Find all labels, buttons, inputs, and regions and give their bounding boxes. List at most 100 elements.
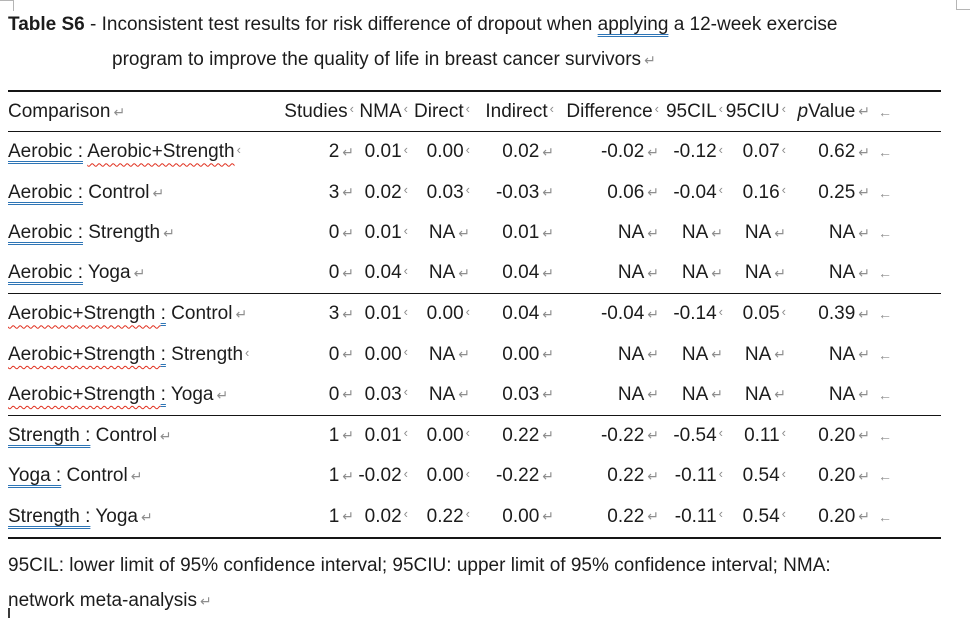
return-mark-icon: ↵ (342, 386, 354, 403)
value-cell: 3 ↵ (286, 182, 354, 204)
value-cell: NA ↵ (659, 344, 723, 366)
value-text: 0.03 (426, 181, 464, 203)
value-text: 0.39 (818, 303, 856, 325)
row-end-cell: ← (870, 344, 941, 366)
comparison-text: Control (165, 303, 233, 325)
return-mark-icon: ↵ (711, 264, 723, 281)
value-cell: 2 ↵ (286, 141, 354, 163)
tab-mark-icon: ‹ (403, 101, 408, 116)
value-text: -0.22 (600, 424, 645, 446)
tab-mark-icon: ‹ (781, 101, 786, 116)
row-end-cell: ← (870, 222, 941, 244)
return-mark-icon: ↵ (458, 224, 470, 241)
value-text: 0 (328, 343, 340, 365)
tab-mark-icon: ‹ (781, 465, 786, 481)
comparison-text: : (160, 343, 166, 365)
comparison-text: Strength (82, 222, 161, 244)
value-text: 0.01 (364, 303, 402, 325)
value-text: NA (681, 383, 709, 405)
value-cell: -0.54 ‹ (659, 425, 723, 447)
return-mark-icon: ↵ (130, 468, 143, 485)
value-text: NA (744, 262, 772, 284)
value-text: 1 (328, 505, 340, 527)
value-cell: 0.01 ‹ (354, 303, 408, 325)
value-text: NA (828, 383, 856, 405)
return-mark-icon: ↵ (542, 224, 554, 241)
row-end-arrow-icon: ← (878, 225, 892, 242)
value-cell: NA ↵ (408, 222, 470, 244)
value-text: 0.00 (426, 141, 464, 163)
value-text: -0.12 (673, 141, 717, 163)
tab-mark-icon: ‹ (403, 506, 408, 522)
return-mark-icon: ↵ (113, 103, 126, 120)
tab-mark-icon: ‹ (403, 303, 408, 319)
value-cell: NA ↵ (723, 262, 786, 284)
value-cell: NA ↵ (786, 344, 870, 366)
comparison-cell: Aerobic : Control ↵ (8, 182, 286, 204)
return-mark-icon: ↵ (774, 386, 786, 403)
comparison-cell: Yoga : Control ↵ (8, 465, 286, 487)
tab-mark-icon: ‹ (403, 182, 408, 198)
value-text: 0.01 (502, 222, 540, 244)
table-footnote: 95CIL: lower limit of 95% confidence int… (8, 548, 968, 618)
value-cell: NA ↵ (786, 222, 870, 244)
return-mark-icon: ↵ (133, 265, 146, 282)
table-row: Yoga : Control ↵ 1 ↵ -0.02 ‹ 0.00 ‹ -0.22 ↵ 0.22 ↵ -… (8, 456, 941, 497)
value-text: 0.02 (364, 505, 402, 527)
value-text: NA (681, 343, 709, 365)
value-text: 0.20 (818, 424, 856, 446)
value-text: 0.03 (502, 383, 540, 405)
caption-grammar-flagged-word: applying (597, 14, 669, 35)
value-cell: 0.00 ‹ (408, 465, 470, 487)
value-text: NA (617, 343, 645, 365)
footnote-text-2: network meta-analysis (8, 590, 198, 611)
comparison-text: Aerobic : (8, 141, 83, 163)
comparison-text: Aerobic : (8, 222, 83, 244)
value-cell: 0.01 ‹ (354, 425, 408, 447)
value-text: 0.00 (426, 303, 464, 325)
return-mark-icon: ↵ (542, 508, 554, 525)
return-mark-icon: ↵ (647, 427, 659, 444)
caption-line-1: Table S6 - Inconsistent test results for… (8, 7, 968, 42)
return-mark-icon: ↵ (774, 264, 786, 281)
value-text: 0.00 (502, 505, 540, 527)
value-text: 1 (328, 465, 340, 487)
value-cell: NA ↵ (659, 384, 723, 406)
return-mark-icon: ↵ (458, 346, 470, 363)
value-text: 0.54 (742, 505, 780, 527)
comparison-text: Aerobic+Strength (8, 383, 161, 405)
value-cell: -0.03 ↵ (470, 182, 554, 204)
row-end-cell: ← (870, 101, 941, 123)
comparison-text: Control (90, 424, 157, 446)
header-label: NMA (359, 100, 402, 122)
value-cell: 0.16 ‹ (723, 182, 786, 204)
return-mark-icon: ↵ (342, 346, 354, 363)
comparison-cell: Aerobic : Strength ↵ (8, 222, 286, 244)
table-row: Aerobic+Strength : Yoga ↵ 0 ↵ 0.03 ‹ NA ↵ 0.03 ↵ N… (8, 375, 941, 416)
value-text: 0.25 (818, 181, 856, 203)
value-text: 0.20 (818, 505, 856, 527)
column-header: Difference ‹ (554, 101, 659, 123)
value-text: NA (617, 262, 645, 284)
value-cell: 0.11 ‹ (723, 425, 786, 447)
table-row: Strength : Control ↵ 1 ↵ 0.01 ‹ 0.00 ‹ 0.22 ↵ -0.2… (8, 416, 941, 457)
value-cell: 0.54 ‹ (723, 506, 786, 528)
value-cell: 1 ↵ (286, 425, 354, 447)
value-text: 0.03 (364, 383, 402, 405)
return-mark-icon: ↵ (858, 184, 870, 201)
value-text: 0.62 (818, 141, 856, 163)
value-text: -0.11 (674, 465, 717, 487)
tab-mark-icon: ‹ (465, 303, 470, 319)
row-end-arrow-icon: ← (878, 508, 892, 525)
comparison-text: Strength (165, 343, 244, 365)
comparison-cell: Aerobic : Aerobic+Strength ‹ (8, 141, 286, 163)
row-end-arrow-icon: ← (878, 144, 892, 161)
caption-table-number: Table S6 (8, 14, 85, 35)
value-text: NA (744, 222, 772, 244)
value-cell: -0.11 ‹ (659, 465, 723, 487)
value-text: 1 (328, 424, 340, 446)
return-mark-icon: ↵ (774, 346, 786, 363)
value-text: NA (828, 222, 856, 244)
comparison-text: Strength : (8, 505, 91, 527)
tab-mark-icon: ‹ (403, 384, 408, 400)
